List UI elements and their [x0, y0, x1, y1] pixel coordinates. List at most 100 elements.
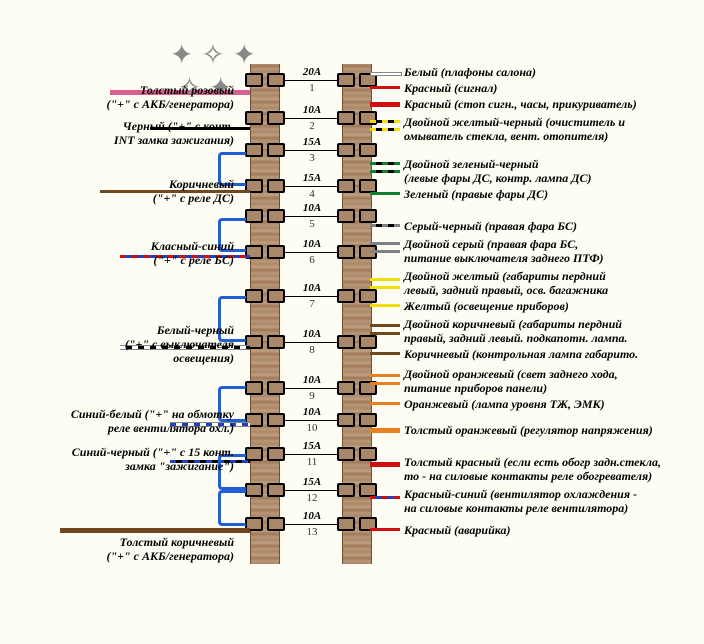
- clip: [359, 447, 377, 461]
- wire-r-grn-blk1: [370, 162, 400, 165]
- fuse-num: 6: [292, 254, 332, 266]
- wiring-diagram: 20A110A215A315A410A510A610A710A810A910A1…: [0, 0, 704, 644]
- clip: [359, 413, 377, 427]
- wire-r-org2: [370, 382, 400, 385]
- right-label: Красный (аварийка): [404, 524, 700, 538]
- wire-r-yel-blk1: [370, 120, 400, 123]
- right-label: Зеленый (правые фары ДС): [404, 188, 700, 202]
- wire-r-brn2: [370, 332, 400, 335]
- wire-r-brn3: [370, 352, 400, 355]
- left-label: Черный ("+" с конт.INT замка зажигания): [4, 120, 234, 148]
- clip: [245, 381, 263, 395]
- left-label: Толстый коричневый("+" с АКБ/генератора): [4, 536, 234, 564]
- fuse-amp: 10A: [292, 510, 332, 522]
- clip: [245, 447, 263, 461]
- wire-r-green: [370, 192, 400, 195]
- wire-r-red2: [370, 102, 400, 107]
- wire-r-org4: [370, 428, 400, 433]
- right-label: Двойной желтый (габариты перднийлевый, з…: [404, 270, 700, 298]
- left-label: Синий-белый ("+" на обмоткуреле вентилят…: [4, 408, 234, 436]
- right-label: Желтый (освещение приборов): [404, 300, 700, 314]
- clip: [337, 73, 355, 87]
- right-label: Двойной серый (правая фара БС,питание вы…: [404, 238, 700, 266]
- clip: [359, 143, 377, 157]
- left-label: Синий-черный ("+" с 15 конт.замка "зажиг…: [4, 446, 234, 474]
- fuse-num: 9: [292, 390, 332, 402]
- fuse-amp: 10A: [292, 104, 332, 116]
- wire-r-brn1: [370, 324, 400, 327]
- wire-r-grey2: [370, 250, 400, 253]
- clip: [337, 413, 355, 427]
- clip-blue-6: [218, 490, 246, 526]
- fuse-amp: 10A: [292, 238, 332, 250]
- fuse-link: [283, 186, 339, 187]
- right-label: Двойной оранжевый (свет заднего хода,пит…: [404, 368, 700, 396]
- fuse-link: [283, 80, 339, 81]
- clip: [245, 143, 263, 157]
- fuse-link: [283, 252, 339, 253]
- right-label: Толстый красный (если есть обогр задн.ст…: [404, 456, 700, 484]
- clip: [337, 381, 355, 395]
- clip: [245, 209, 263, 223]
- fuse-link: [283, 296, 339, 297]
- wire-r-white: [370, 72, 402, 76]
- right-label: Толстый оранжевый (регулятор напряжения): [404, 424, 700, 438]
- right-label: Серый-черный (правая фара БС): [404, 220, 700, 234]
- fuse-link: [283, 524, 339, 525]
- wire-r-red3: [370, 462, 400, 467]
- wire-r-grey-blk: [370, 224, 400, 227]
- fuse-amp: 15A: [292, 136, 332, 148]
- fuse-amp: 10A: [292, 282, 332, 294]
- fuse-link: [283, 150, 339, 151]
- wire-r-red1: [370, 86, 400, 89]
- clip: [245, 483, 263, 497]
- fuse-num: 4: [292, 188, 332, 200]
- right-label: Оранжевый (лампа уровня ТЖ, ЭМК): [404, 398, 700, 412]
- clip: [337, 245, 355, 259]
- fuse-link: [283, 216, 339, 217]
- right-label: Красный-синий (вентилятор охлаждения -на…: [404, 488, 700, 516]
- clip: [337, 143, 355, 157]
- wire-r-yel2: [370, 286, 400, 289]
- wire-r-grn-blk2: [370, 170, 400, 173]
- right-label: Белый (плафоны салона): [404, 66, 700, 80]
- left-label: Класный-синий("+" с реле БС): [4, 240, 234, 268]
- fuse-num: 8: [292, 344, 332, 356]
- fuse-num: 7: [292, 298, 332, 310]
- fuse-link: [283, 388, 339, 389]
- clip: [245, 73, 263, 87]
- right-label: Двойной зеленый-черный(левые фары ДС, ко…: [404, 158, 700, 186]
- clip: [337, 209, 355, 223]
- fuse-link: [283, 490, 339, 491]
- right-label: Двойной коричневый (габариты перднийправ…: [404, 318, 700, 346]
- wire-r-org1: [370, 374, 400, 377]
- left-label: Белый-черный("+" с выключателяосвещения): [4, 324, 234, 365]
- left-label: Коричневый("+" с реле ДС): [4, 178, 234, 206]
- wire-r-grey1: [370, 242, 400, 245]
- clip: [359, 483, 377, 497]
- fuse-num: 3: [292, 152, 332, 164]
- wire-r-org3: [370, 402, 400, 405]
- clip: [337, 517, 355, 531]
- clip: [245, 289, 263, 303]
- wire-r-red-blue: [370, 496, 400, 499]
- clip: [359, 209, 377, 223]
- fuse-link: [283, 118, 339, 119]
- fuse-link: [283, 454, 339, 455]
- clip: [337, 289, 355, 303]
- fuse-amp: 20A: [292, 66, 332, 78]
- clip: [337, 111, 355, 125]
- fuse-amp: 10A: [292, 406, 332, 418]
- clip: [245, 111, 263, 125]
- clip: [337, 483, 355, 497]
- fuse-num: 2: [292, 120, 332, 132]
- fuse-num: 10: [292, 422, 332, 434]
- right-label: Красный (стоп сигн., часы, прикуриватель…: [404, 98, 700, 112]
- right-label: Коричневый (контрольная лампа габарито.: [404, 348, 700, 362]
- clip: [337, 335, 355, 349]
- clip: [337, 179, 355, 193]
- clip: [359, 179, 377, 193]
- clip: [359, 335, 377, 349]
- fuse-link: [283, 420, 339, 421]
- fuse-amp: 10A: [292, 328, 332, 340]
